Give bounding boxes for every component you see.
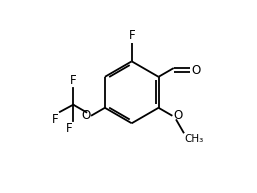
Text: F: F <box>66 122 72 135</box>
Text: F: F <box>128 29 135 42</box>
Text: O: O <box>191 64 200 77</box>
Text: CH₃: CH₃ <box>185 134 204 144</box>
Text: F: F <box>52 113 59 126</box>
Text: F: F <box>70 74 77 87</box>
Text: O: O <box>173 109 182 122</box>
Text: O: O <box>81 109 90 122</box>
